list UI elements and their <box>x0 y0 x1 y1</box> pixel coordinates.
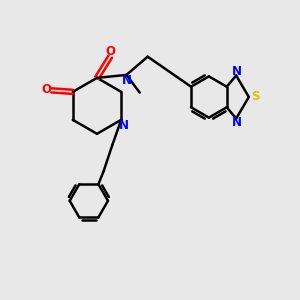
Text: N: N <box>118 118 129 132</box>
Text: N: N <box>122 74 132 87</box>
Text: S: S <box>251 91 260 103</box>
Text: O: O <box>41 83 51 96</box>
Text: N: N <box>232 65 242 78</box>
Text: O: O <box>105 45 115 58</box>
Text: N: N <box>232 116 242 129</box>
